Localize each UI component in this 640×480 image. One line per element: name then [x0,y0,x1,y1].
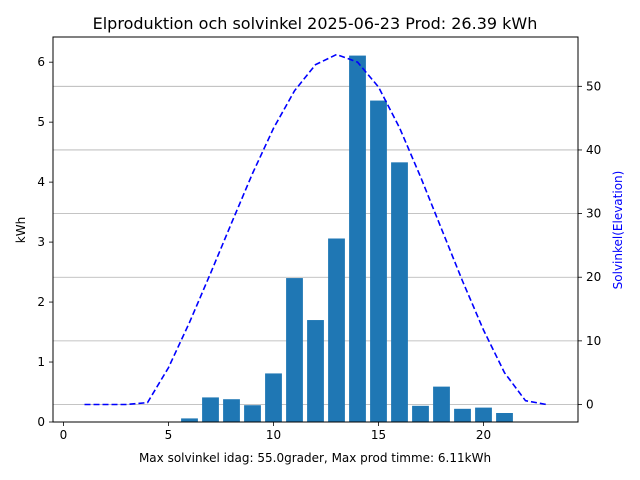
right-y-axis-ticks: 0 10 20 30 40 50 [578,79,601,412]
bar [412,405,429,422]
left-y-tick-label: 4 [37,175,45,189]
x-tick-label: 15 [371,428,386,442]
bar [223,399,240,422]
left-y-tick-label: 3 [37,235,45,249]
left-y-tick-label: 2 [37,295,45,309]
left-y-axis-label: kWh [14,217,28,243]
bar [454,408,471,422]
left-y-tick-label: 6 [37,55,45,69]
left-y-tick-label: 0 [37,415,45,429]
x-axis-ticks: 0 5 10 15 20 [60,422,491,442]
x-tick-label: 5 [165,428,173,442]
bar [496,413,513,422]
x-tick-label: 20 [476,428,491,442]
x-tick-label: 0 [60,428,68,442]
right-y-tick-label: 30 [586,207,601,221]
bar [244,405,261,422]
bar [391,162,408,422]
right-y-axis-label: Solvinkel(Elevation) [611,171,625,290]
left-y-tick-label: 5 [37,115,45,129]
elevation-line [84,53,547,406]
x-tick-label: 10 [266,428,281,442]
bar [328,238,345,422]
left-y-axis-ticks: 0 1 2 3 4 5 6 [37,55,53,429]
right-y-tick-label: 20 [586,270,601,284]
bar [349,55,366,423]
bar [433,386,450,422]
right-y-tick-label: 0 [586,398,594,412]
right-y-tick-label: 50 [586,79,601,93]
bar [286,278,303,422]
bar-series [181,55,513,423]
bar [475,407,492,422]
chart-title: Elproduktion och solvinkel 2025-06-23 Pr… [93,14,538,33]
right-y-tick-label: 40 [586,143,601,157]
x-axis-label: Max solvinkel idag: 55.0grader, Max prod… [139,451,491,465]
left-y-tick-label: 1 [37,355,45,369]
right-y-tick-label: 10 [586,334,601,348]
bar [202,397,219,422]
plot-frame [52,36,579,423]
bar [370,100,387,422]
bar [265,373,282,422]
elevation-line-series [84,53,547,406]
bar [307,320,324,422]
bar [181,418,198,422]
